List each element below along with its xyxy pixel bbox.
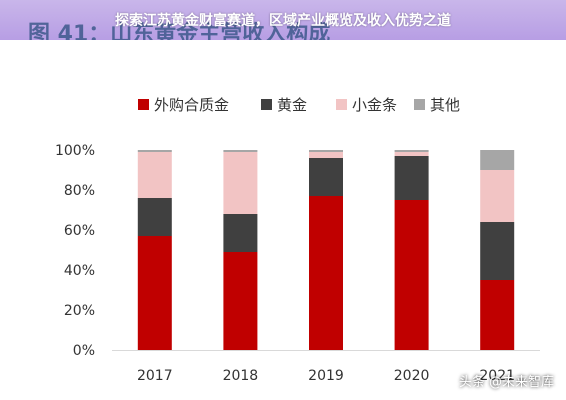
bar-segment [394,200,429,350]
y-tick-label: 40% [64,263,95,279]
y-tick-label: 80% [64,183,95,199]
bar-segment [309,150,343,152]
legend-swatch [336,99,347,110]
x-tick-label: 2021 [479,368,515,384]
chart-title: 图 41：山东黄金主营收入构成 [28,22,331,40]
bar-segment [394,156,429,200]
legend-swatch [414,99,425,110]
legend-label: 小金条 [352,96,397,114]
x-tick-label: 2019 [308,368,344,384]
bar-segment [223,150,258,152]
legend-label: 外购合质金 [154,96,229,114]
bar-segment [309,196,343,350]
y-tick-label: 60% [64,223,95,239]
bar-segment [309,158,343,196]
legend-label: 黄金 [277,96,307,114]
watermark: 头条 @未来智库 [458,375,554,390]
bar-segment [223,214,258,252]
bar-segment [480,170,515,222]
bar-segment [394,150,429,152]
bar-segment [480,222,515,280]
bar-segment [394,152,429,156]
legend-swatch [261,99,272,110]
y-tick-label: 20% [64,303,95,319]
bar-segment [223,252,258,350]
bar-segment [137,236,172,350]
bar-segment [309,152,343,158]
banner: 图 41：山东黄金主营收入构成 探索江苏黄金财富赛道，区域产业概览及收入优势之道 [0,0,566,40]
bar-segment [137,150,172,152]
bar-segment [137,152,172,198]
legend-label: 其他 [430,96,460,114]
bar-segment [223,152,258,214]
bar-segment [480,280,515,350]
x-tick-label: 2017 [137,368,173,384]
bar-segment [480,150,515,170]
x-tick-label: 2020 [394,368,430,384]
legend-swatch [138,99,149,110]
y-tick-label: 0% [73,343,95,359]
article-title: 探索江苏黄金财富赛道，区域产业概览及收入优势之道 [115,13,451,29]
bar-segment [137,198,172,236]
x-tick-label: 2018 [223,368,259,384]
y-tick-label: 100% [55,143,95,159]
